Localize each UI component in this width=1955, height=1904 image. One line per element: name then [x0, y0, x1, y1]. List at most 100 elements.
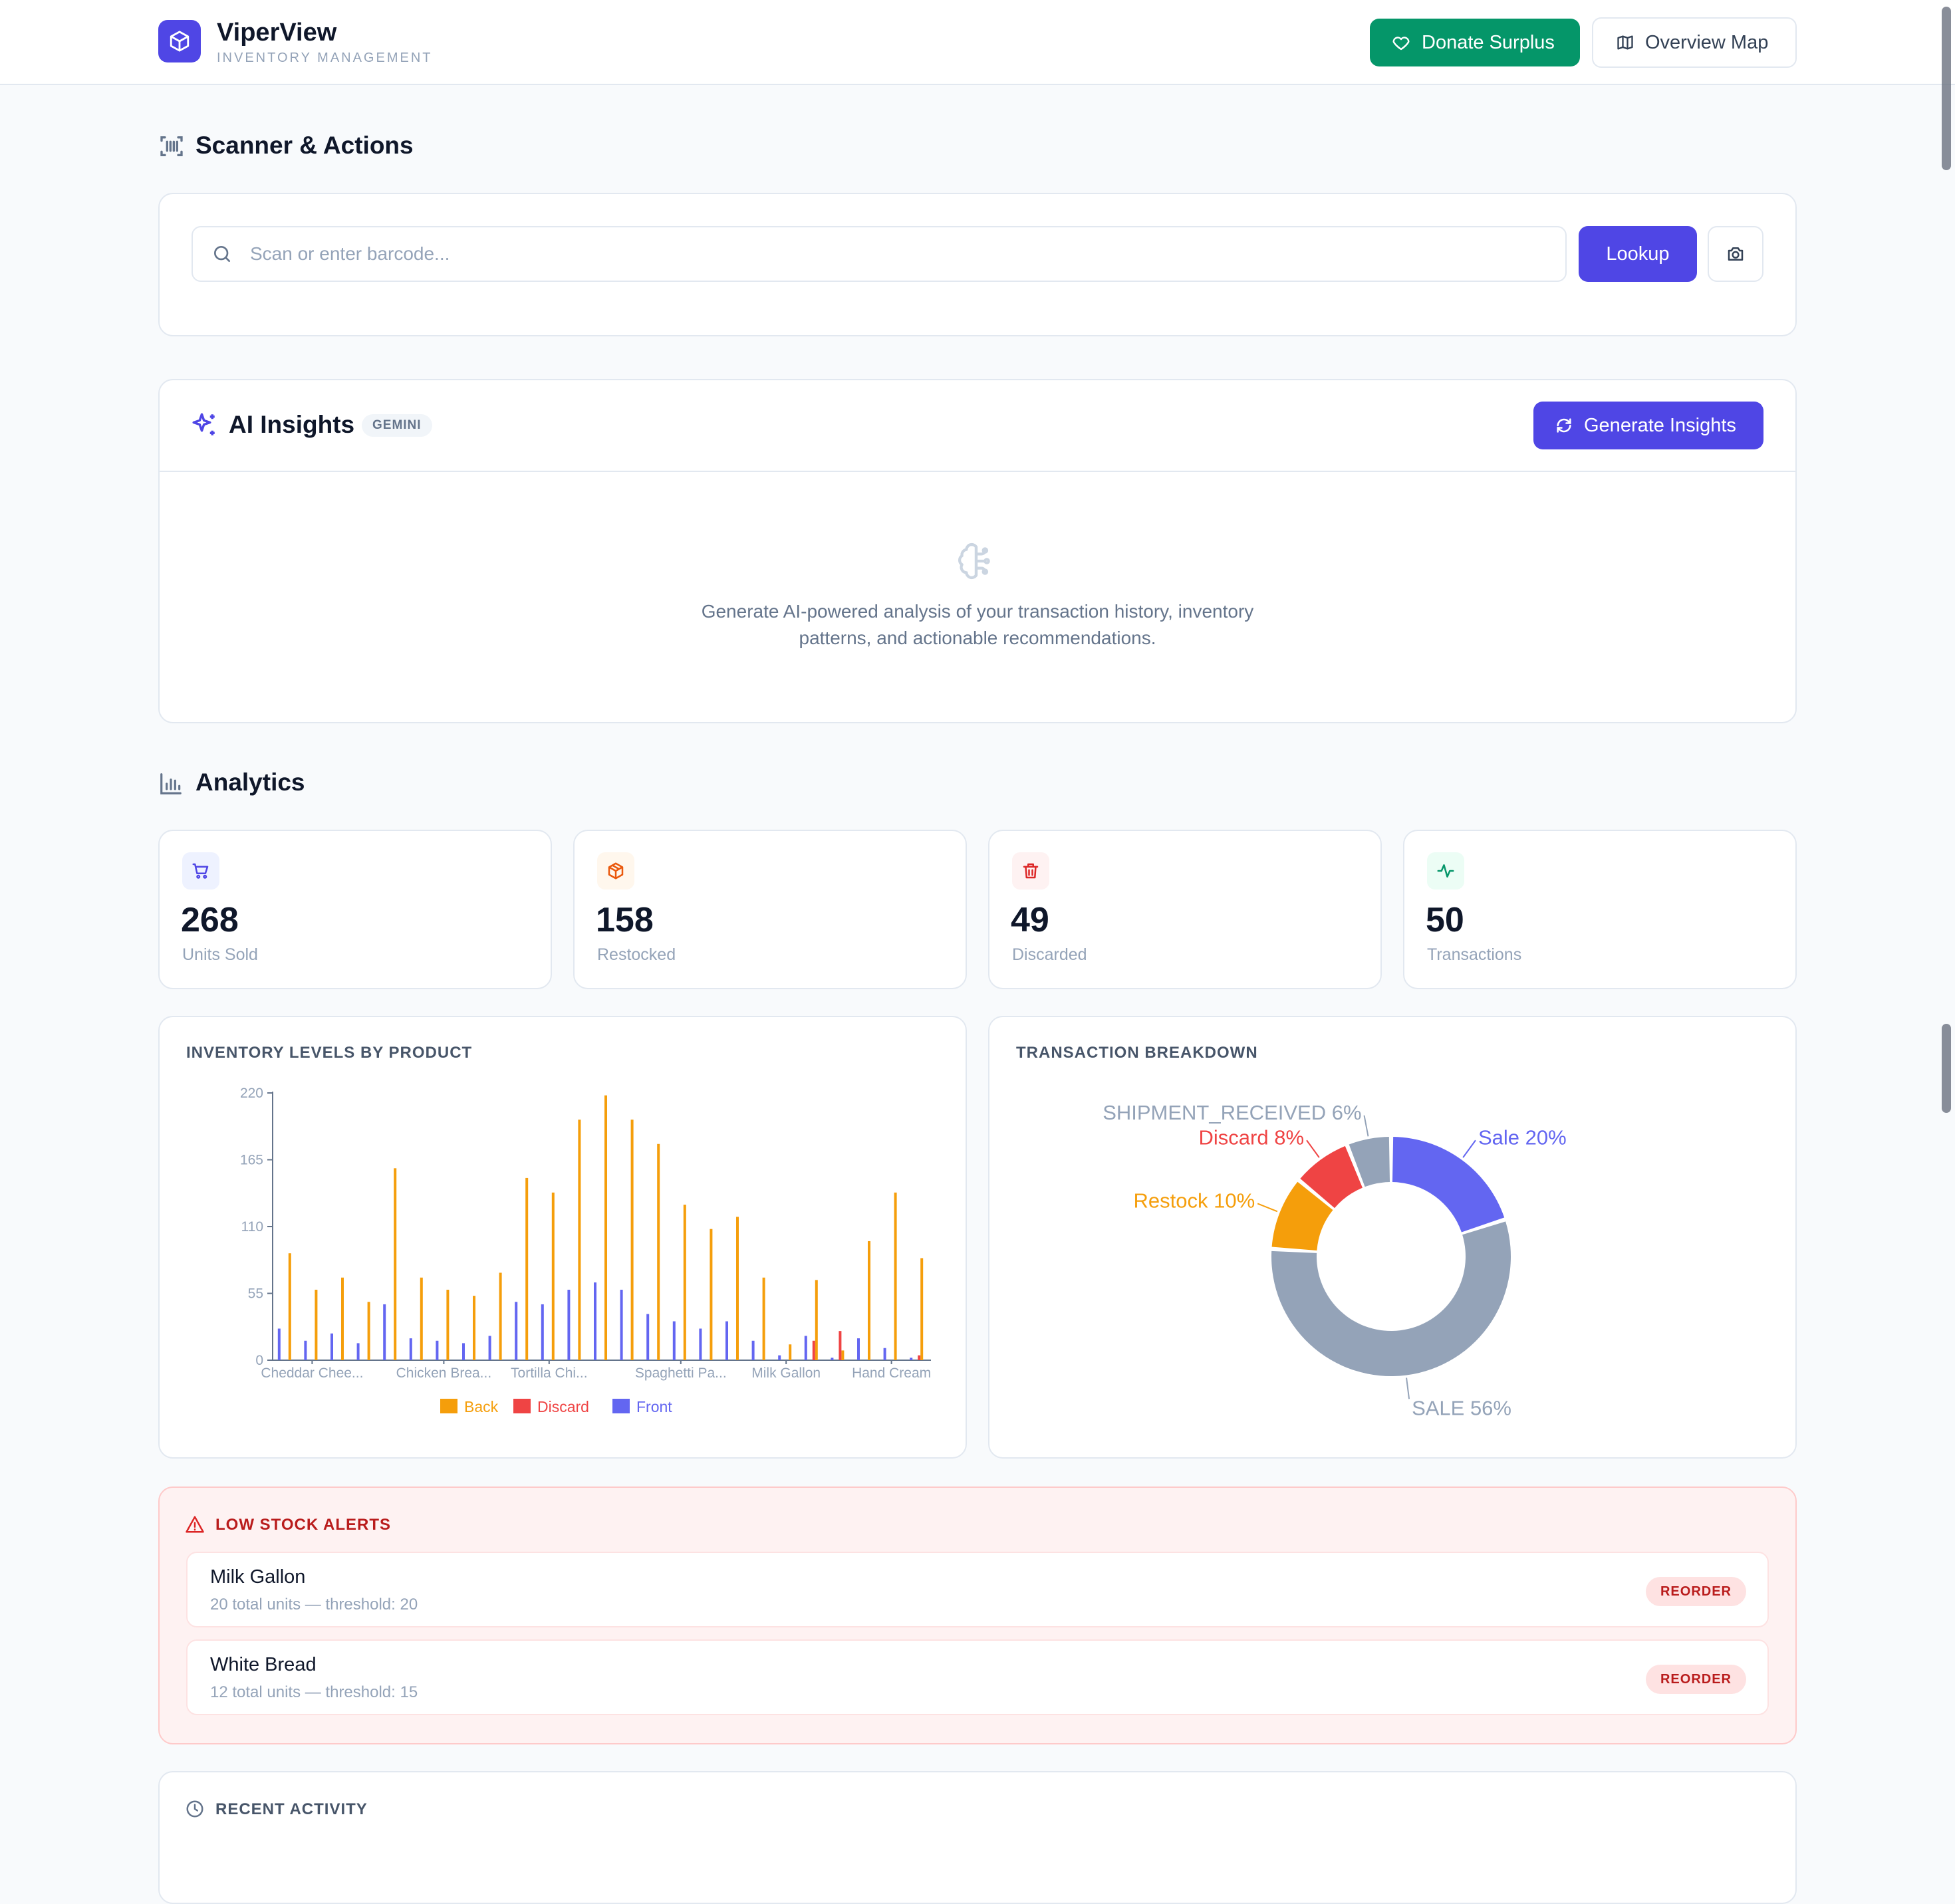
stat-label: Restocked [597, 945, 676, 964]
bar-front [488, 1336, 491, 1360]
inventory-chart-card: INVENTORY LEVELS BY PRODUCT [158, 1016, 967, 1459]
bar-front [541, 1304, 544, 1360]
slice-label: Restock 10% [1134, 1189, 1255, 1212]
x-tick-label: Cheddar Chee... [261, 1366, 363, 1381]
ai-insights-title: AI Insights [229, 411, 355, 438]
ai-insights-divider [158, 471, 1797, 472]
alert-item-name: White Bread [210, 1654, 317, 1675]
bar-discard [839, 1331, 842, 1360]
recent-activity-card [158, 1771, 1797, 1904]
reorder-button[interactable]: REORDER [1645, 1577, 1746, 1606]
app-subtitle: INVENTORY MANAGEMENT [217, 51, 433, 65]
bar-front [567, 1290, 571, 1360]
legend-swatch-discard [513, 1399, 531, 1413]
donut-slice [1271, 1181, 1333, 1251]
legend-label-back: Back [464, 1398, 499, 1415]
slice-leader-line [1306, 1139, 1320, 1158]
stat-card-discarded: 49 Discarded [988, 830, 1382, 989]
clock-icon [185, 1799, 205, 1822]
bar-front [672, 1321, 676, 1360]
bar-back [578, 1120, 581, 1360]
transaction-chart-title: TRANSACTION BREAKDOWN [1016, 1044, 1258, 1062]
stat-label: Units Sold [182, 945, 258, 964]
stat-label: Discarded [1012, 945, 1087, 964]
ai-empty-message: Generate AI-powered analysis of your tra… [160, 598, 1795, 652]
bar-front [330, 1333, 333, 1360]
y-tick-label: 55 [248, 1286, 263, 1302]
slice-label: SHIPMENT_RECEIVED 6% [1103, 1101, 1361, 1124]
bar-back [683, 1205, 686, 1360]
alert-item: Milk Gallon 20 total units — threshold: … [186, 1552, 1769, 1627]
legend-label-front: Front [636, 1398, 672, 1415]
alert-item-name: Milk Gallon [210, 1566, 306, 1588]
alert-item-detail: 20 total units — threshold: 20 [210, 1596, 418, 1613]
bar-front [356, 1343, 360, 1360]
bar-back [815, 1280, 818, 1360]
overview-map-button[interactable]: Overview Map [1592, 17, 1797, 68]
inventory-chart-title: INVENTORY LEVELS BY PRODUCT [186, 1044, 473, 1062]
camera-button[interactable] [1708, 226, 1763, 282]
bar-back [789, 1344, 792, 1360]
scrollbar-thumb-secondary[interactable] [1942, 1024, 1951, 1113]
ai-insights-card [158, 379, 1797, 723]
ai-empty-line-2: patterns, and actionable recommendations… [799, 628, 1156, 648]
x-tick-label: Chicken Brea... [396, 1366, 492, 1381]
x-tick-label: Spaghetti Pa... [635, 1366, 727, 1381]
transaction-donut-chart: Sale 20% SALE 56% Restock 10% Discard 8%SHI… [1103, 1101, 1567, 1419]
bar-front [277, 1328, 281, 1360]
bar-back [341, 1277, 344, 1360]
overview-map-label: Overview Map [1645, 31, 1769, 53]
bar-front [462, 1343, 465, 1360]
donut-slice [1349, 1137, 1390, 1187]
analytics-section-title: Analytics [196, 769, 305, 796]
stat-value: 268 [181, 901, 239, 939]
bar-chart-icon [158, 771, 184, 800]
slice-label: Sale 20% [1478, 1126, 1567, 1149]
lookup-label: Lookup [1606, 243, 1670, 265]
brain-icon [955, 540, 997, 586]
ai-empty-line-1: Generate AI-powered analysis of your tra… [701, 601, 1254, 622]
y-tick-label: 220 [240, 1086, 263, 1101]
bar-front [304, 1340, 307, 1360]
generate-insights-button[interactable]: Generate Insights [1533, 402, 1763, 449]
stat-value: 158 [596, 901, 654, 939]
trash-icon [1012, 852, 1049, 890]
bar-back [868, 1241, 870, 1360]
bar-back [315, 1290, 318, 1360]
slice-leader-line [1257, 1203, 1278, 1213]
bar-back [920, 1258, 924, 1360]
recent-activity-title: RECENT ACTIVITY [215, 1800, 368, 1818]
bar-back [894, 1192, 897, 1360]
bar-front [831, 1358, 834, 1360]
stat-card-restocked: 158 Restocked [573, 830, 967, 989]
x-tick-label: Tortilla Chi... [511, 1366, 588, 1381]
x-tick-label: Milk Gallon [751, 1366, 821, 1381]
transaction-chart-card: TRANSACTION BREAKDOWN [988, 1016, 1797, 1459]
bar-front [383, 1304, 386, 1360]
bar-back [630, 1120, 634, 1360]
stat-value: 49 [1011, 901, 1049, 939]
bar-front [620, 1290, 623, 1360]
bar-front [778, 1355, 781, 1360]
bar-front [804, 1336, 807, 1360]
heart-icon [1392, 37, 1410, 51]
donate-surplus-button[interactable]: Donate Surplus [1370, 19, 1580, 66]
barcode-search-field[interactable] [192, 226, 1567, 282]
scrollbar-thumb[interactable] [1942, 7, 1951, 170]
stat-label: Transactions [1427, 945, 1522, 964]
alert-item: White Bread 12 total units — threshold: … [186, 1639, 1769, 1715]
stat-card-units-sold: 268 Units Sold [158, 830, 552, 989]
bar-front [409, 1338, 412, 1360]
bar-back [841, 1350, 845, 1360]
donut-slice [1271, 1221, 1511, 1376]
bar-back [446, 1290, 450, 1360]
lookup-button[interactable]: Lookup [1579, 226, 1697, 282]
bar-back [525, 1177, 529, 1360]
bar-front [857, 1338, 860, 1360]
barcode-input[interactable] [249, 243, 1515, 265]
reorder-button[interactable]: REORDER [1645, 1665, 1746, 1694]
slice-label: SALE 56% [1412, 1396, 1511, 1419]
low-stock-title: LOW STOCK ALERTS [215, 1516, 391, 1534]
legend-swatch-front [612, 1399, 630, 1413]
app-name: ViperView [217, 19, 337, 47]
